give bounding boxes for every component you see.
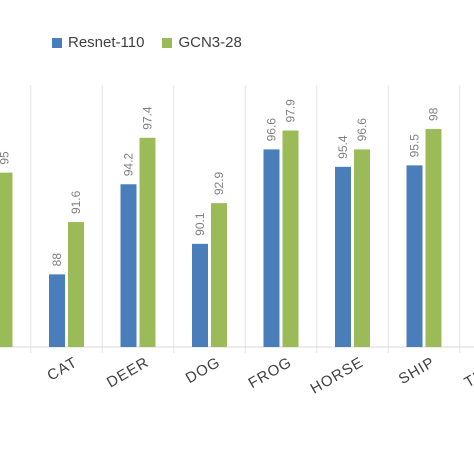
bar-gcn: [68, 222, 84, 347]
value-label: 91.6: [69, 190, 83, 214]
bar-resnet: [192, 243, 208, 347]
bar-resnet: [406, 165, 423, 347]
bar-gcn: [282, 130, 299, 347]
legend-label-gcn: GCN3-28: [178, 34, 242, 51]
category-separators: [30, 85, 461, 353]
category-label: FROG: [245, 354, 295, 392]
category-label: DOG: [183, 354, 224, 387]
bar-gcn: [0, 172, 13, 347]
bar-resnet: [120, 184, 137, 347]
legend-label-resnet: Resnet-110: [68, 34, 145, 51]
bar-resnet: [49, 274, 65, 347]
value-label: 92.9: [212, 171, 226, 195]
value-label: 95.5: [408, 134, 422, 158]
legend: Resnet-110 GCN3-28: [52, 34, 260, 51]
value-label: 98: [427, 107, 441, 121]
value-label: 88: [50, 253, 64, 267]
category-label: CAT: [44, 354, 80, 385]
bar-gcn: [354, 149, 370, 347]
value-label: 96.6: [265, 118, 279, 142]
value-label: 97.4: [141, 106, 155, 130]
value-label: 94.2: [122, 153, 136, 177]
value-label-group: 95 88 91.6 94.2 97.4 90.1 92.9 96.6 97.9 95.4 96.6…: [0, 99, 441, 267]
value-label: 95: [0, 151, 12, 165]
bar-group: [0, 129, 442, 347]
value-label: 90.1: [193, 212, 207, 236]
category-label-group: CAT DEER DOG FROG HORSE SHIP TRUC: [44, 354, 474, 398]
legend-swatch-gcn: [162, 37, 173, 48]
bar-resnet: [335, 166, 351, 347]
bar-gcn: [211, 203, 227, 347]
value-label: 97.9: [284, 99, 298, 123]
legend-item-resnet: Resnet-110: [52, 34, 144, 51]
value-label: 95.4: [336, 135, 350, 159]
bar-gcn: [139, 137, 156, 347]
category-label: HORSE: [307, 354, 366, 398]
category-label: SHIP: [396, 354, 438, 388]
legend-swatch-resnet: [52, 37, 62, 48]
value-label: 96.6: [355, 118, 369, 142]
bar-resnet: [263, 149, 280, 347]
legend-item-gcn: GCN3-28: [162, 34, 242, 51]
bar-gcn: [425, 129, 442, 347]
category-label: DEER: [104, 354, 152, 392]
category-label: TRUC: [461, 354, 474, 392]
